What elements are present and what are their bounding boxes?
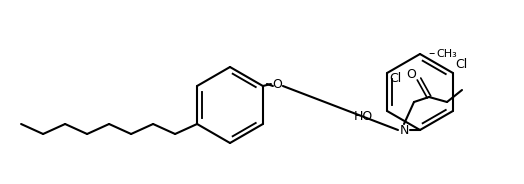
- Text: CH₃: CH₃: [436, 49, 457, 59]
- Text: HO: HO: [354, 111, 373, 123]
- Text: O: O: [406, 68, 416, 82]
- Text: Cl: Cl: [455, 59, 467, 72]
- Text: –: –: [429, 47, 435, 61]
- Text: Cl: Cl: [389, 72, 401, 86]
- Text: N: N: [399, 123, 409, 137]
- Text: O: O: [272, 77, 282, 91]
